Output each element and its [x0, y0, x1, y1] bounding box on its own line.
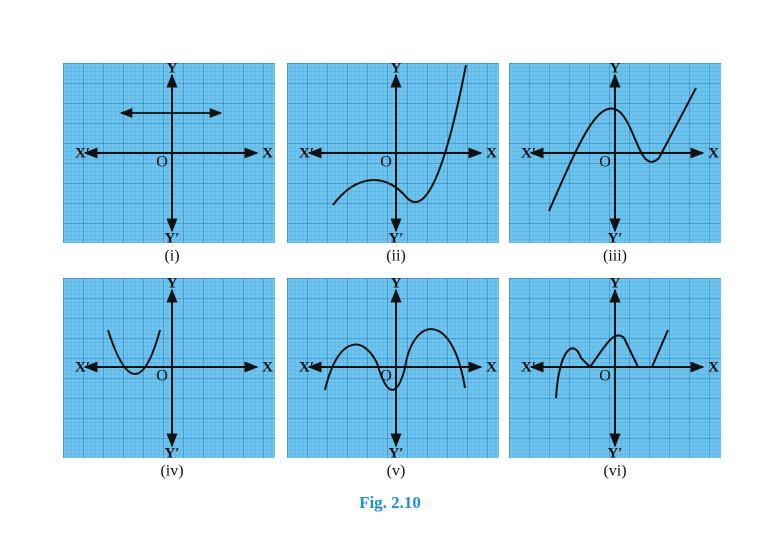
y-negative-label: Y′ [607, 445, 622, 461]
x-negative-label: X′ [521, 145, 536, 161]
y-positive-label: Y [391, 275, 402, 291]
panel-label: (i) [164, 248, 179, 265]
graph-panel: Y Y′ X′ X O [63, 60, 275, 246]
origin-label: O [599, 368, 611, 385]
origin-label: O [156, 368, 168, 385]
curve [324, 328, 466, 391]
panel-label: (v) [387, 463, 406, 480]
x-negative-label: X′ [521, 359, 536, 375]
x-negative-label: X′ [299, 359, 314, 375]
x-positive-label: X [262, 359, 273, 375]
y-positive-label: Y [610, 275, 621, 291]
origin-label: O [599, 154, 611, 171]
curve [107, 329, 161, 375]
panel-label: (iv) [160, 463, 183, 480]
curve [555, 329, 669, 399]
curve [548, 87, 697, 212]
x-negative-label: X′ [299, 145, 314, 161]
caption: Fig. 2.10 [359, 493, 421, 512]
y-negative-label: Y′ [388, 445, 403, 461]
x-positive-label: X [486, 359, 497, 375]
y-negative-label: Y′ [164, 445, 179, 461]
y-positive-label: Y [167, 275, 178, 291]
curve [332, 64, 467, 206]
y-positive-label: Y [610, 60, 621, 76]
graph-panel: Y Y′ X′ X O [287, 275, 499, 461]
x-negative-label: X′ [75, 359, 90, 375]
graph-panel: Y Y′ X′ X O [63, 275, 275, 461]
panel-label: (vi) [603, 463, 626, 480]
x-positive-label: X [708, 145, 719, 161]
y-negative-label: Y′ [164, 230, 179, 246]
origin-label: O [156, 154, 168, 171]
x-positive-label: X [486, 145, 497, 161]
y-positive-label: Y [167, 60, 178, 76]
x-positive-label: X [262, 145, 273, 161]
y-positive-label: Y [391, 60, 402, 76]
y-negative-label: Y′ [388, 230, 403, 246]
y-negative-label: Y′ [607, 230, 622, 246]
graph-panel: Y Y′ X′ X O [509, 60, 721, 246]
panel-label: (iii) [603, 248, 627, 265]
panel-label: (ii) [386, 248, 406, 265]
origin-label: O [380, 154, 392, 171]
x-positive-label: X [708, 359, 719, 375]
graph-panel: Y Y′ X′ X O [287, 60, 499, 246]
origin-label: O [380, 368, 392, 385]
x-negative-label: X′ [75, 145, 90, 161]
graph-panel: Y Y′ X′ X O [509, 275, 721, 461]
